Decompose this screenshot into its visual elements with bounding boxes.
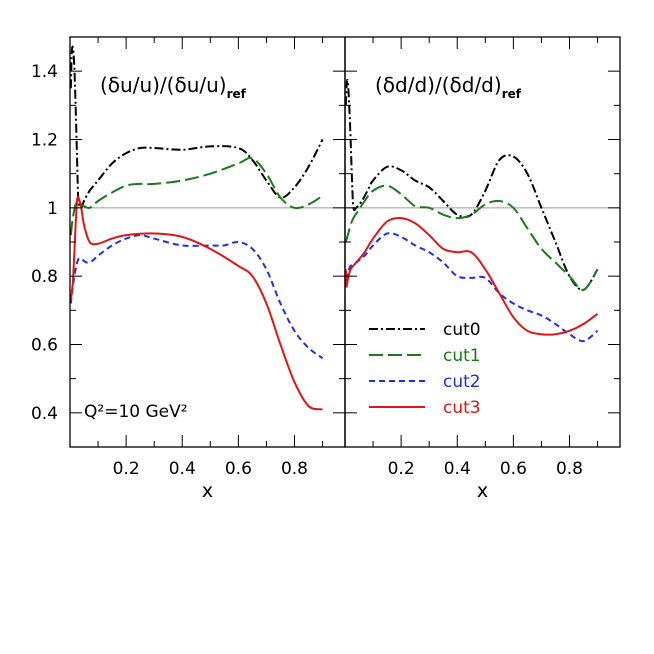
left-panel: 0.2 0.4 0.6 0.8 0.4 0.6 0.8 1 1.2 1.4 x (δu/u)/(δu/… bbox=[31, 36, 346, 502]
x-tick-label: 0.6 bbox=[225, 459, 252, 479]
series-line-cut2 bbox=[70, 234, 324, 359]
series-line-cut1 bbox=[345, 184, 599, 291]
x-axis-label: x bbox=[477, 480, 488, 502]
x-tick-label: 0.2 bbox=[113, 459, 140, 479]
x-tick-label: 0.8 bbox=[281, 459, 308, 479]
legend-label-cut0: cut0 bbox=[443, 320, 481, 340]
series-line-cut0 bbox=[70, 45, 324, 209]
x-tick-label: 0.4 bbox=[444, 459, 471, 479]
legend-label-cut2: cut2 bbox=[443, 372, 481, 392]
series-line-cut1 bbox=[70, 156, 324, 236]
legend-label-cut3: cut3 bbox=[443, 398, 481, 418]
x-axis-label: x bbox=[202, 480, 213, 502]
y-tick-label: 1 bbox=[47, 199, 58, 219]
y-tick-label: 0.4 bbox=[31, 404, 58, 424]
series-line-cut2 bbox=[345, 232, 599, 343]
right-panel: 0.2 0.4 0.6 0.8 x (δd/d)/(δd/d)ref cut0 cut1 cut… bbox=[344, 36, 621, 502]
x-tick-label: 0.2 bbox=[388, 459, 415, 479]
panel-title: (δd/d)/(δd/d)ref bbox=[375, 73, 522, 101]
x-tick-label: 0.4 bbox=[169, 459, 196, 479]
x-tick-label: 0.6 bbox=[500, 459, 527, 479]
y-tick-label: 1.2 bbox=[31, 131, 58, 151]
plot-frame bbox=[344, 36, 621, 448]
y-tick-label: 0.8 bbox=[31, 267, 58, 287]
scale-annotation: Q²=10 GeV² bbox=[84, 402, 188, 422]
x-tick-label: 0.8 bbox=[556, 459, 583, 479]
panel-title: (δu/u)/(δu/u)ref bbox=[100, 73, 247, 101]
y-tick-label: 0.6 bbox=[31, 336, 58, 356]
y-tick-label: 1.4 bbox=[31, 62, 58, 82]
legend-label-cut1: cut1 bbox=[443, 346, 481, 366]
plot-frame bbox=[69, 36, 346, 448]
series-line-cut3 bbox=[345, 217, 599, 336]
series-line-cut3 bbox=[70, 195, 323, 411]
series-line-cut0 bbox=[345, 78, 599, 291]
